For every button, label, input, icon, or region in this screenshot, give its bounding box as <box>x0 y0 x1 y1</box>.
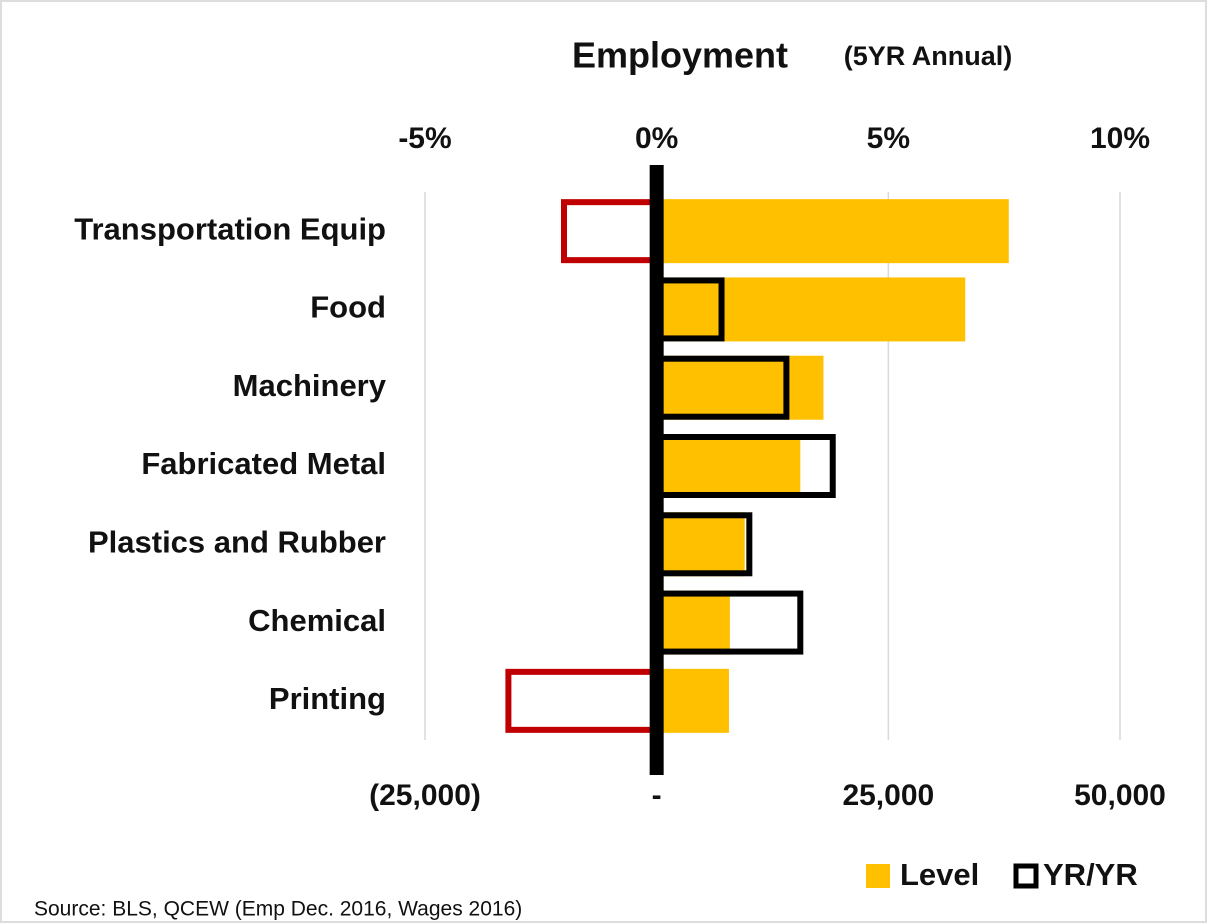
x-tick-label: 50,000 <box>1074 779 1166 812</box>
x-tick-label: - <box>652 779 662 812</box>
legend-swatch <box>866 864 890 888</box>
legend-swatch <box>1013 863 1039 889</box>
y-tick-label: Chemical <box>248 603 386 638</box>
legend-label: Level <box>900 857 979 892</box>
chart-subtitle: (5YR Annual) <box>844 41 1013 71</box>
source-note: Source: BLS, QCEW (Emp Dec. 2016, Wages … <box>34 898 522 921</box>
x2-tick-label: -5% <box>398 122 451 155</box>
level-bar <box>656 355 824 420</box>
level-bar <box>656 199 1009 264</box>
y-tick-label: Fabricated Metal <box>141 446 386 481</box>
level-bar <box>656 590 730 655</box>
y-tick-label: Transportation Equip <box>74 211 386 246</box>
legend-label: YR/YR <box>1043 857 1138 892</box>
level-bar <box>656 512 745 577</box>
level-bar <box>656 277 966 342</box>
x-tick-label: 25,000 <box>842 779 934 812</box>
level-bar <box>656 434 801 498</box>
y-tick-label: Food <box>310 290 386 325</box>
y-tick-label: Plastics and Rubber <box>88 524 386 559</box>
x2-tick-label: 0% <box>635 122 678 155</box>
x-tick-label: (25,000) <box>369 779 481 812</box>
level-bar <box>656 668 729 733</box>
x2-tick-label: 5% <box>867 122 910 155</box>
y-tick-label: Machinery <box>233 368 387 403</box>
y-tick-label: Printing <box>269 681 386 716</box>
chart-title: Employment <box>572 35 788 76</box>
x2-tick-label: 10% <box>1090 122 1150 155</box>
